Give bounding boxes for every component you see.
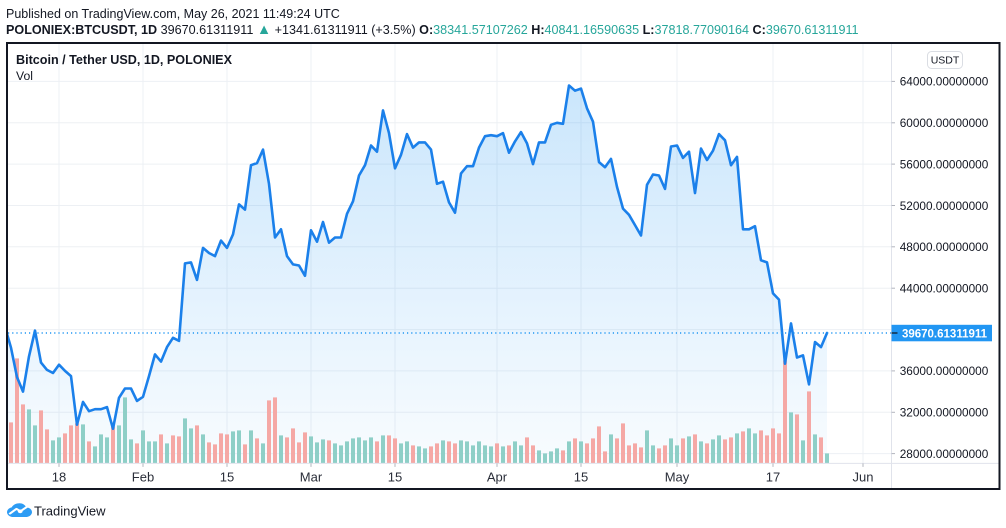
svg-text:32000.00000000: 32000.00000000 [900,406,989,420]
svg-text:17: 17 [766,470,780,485]
svg-text:Vol: Vol [16,69,33,83]
svg-text:39670.61311911: 39670.61311911 [902,328,988,340]
svg-text:15: 15 [574,470,588,485]
svg-text:Mar: Mar [300,470,323,485]
svg-text:60000.00000000: 60000.00000000 [900,116,989,130]
svg-text:Jun: Jun [853,470,874,485]
svg-text:Published on TradingView.com,: Published on TradingView.com, May 26, 20… [6,7,340,21]
svg-text:POLONIEX:BTCUSDT, 1D 39670.613: POLONIEX:BTCUSDT, 1D 39670.61311911 ▲ +1… [6,22,859,38]
svg-text:18: 18 [52,470,66,485]
svg-text:48000.00000000: 48000.00000000 [900,240,989,254]
svg-text:Bitcoin / Tether USD, 1D, POLO: Bitcoin / Tether USD, 1D, POLONIEX [16,53,233,67]
svg-text:56000.00000000: 56000.00000000 [900,157,989,171]
svg-text:Apr: Apr [487,470,508,485]
svg-text:May: May [665,470,690,485]
svg-text:TradingView: TradingView [34,504,106,519]
svg-text:Feb: Feb [132,470,154,485]
svg-text:USDT: USDT [931,55,960,67]
svg-text:64000.00000000: 64000.00000000 [900,75,989,89]
svg-text:15: 15 [388,470,402,485]
svg-text:44000.00000000: 44000.00000000 [900,282,989,296]
svg-text:15: 15 [220,470,234,485]
svg-text:52000.00000000: 52000.00000000 [900,199,989,213]
svg-text:28000.00000000: 28000.00000000 [900,447,989,461]
svg-text:36000.00000000: 36000.00000000 [900,364,989,378]
